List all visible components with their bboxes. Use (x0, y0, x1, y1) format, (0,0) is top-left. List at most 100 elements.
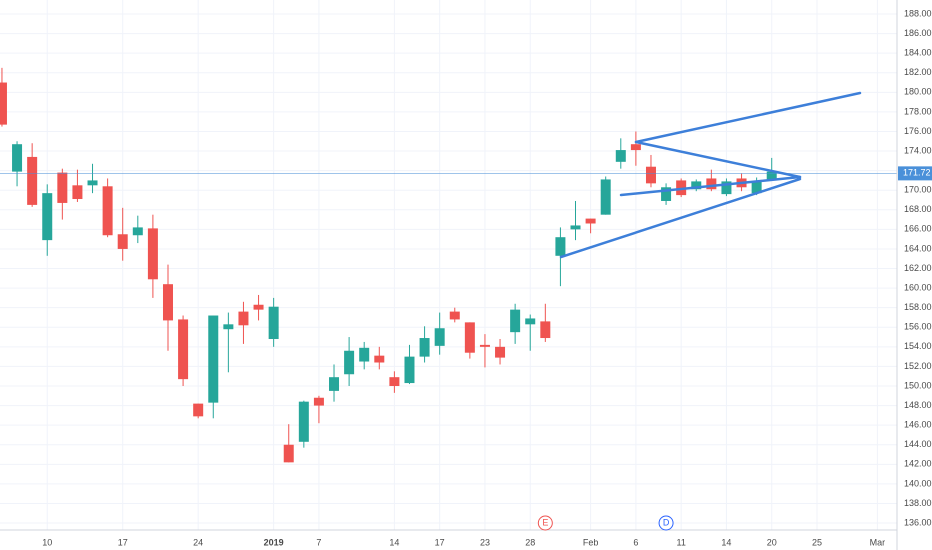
candle-body (419, 338, 430, 357)
candle-body (661, 187, 672, 201)
x-tick-label: 28 (525, 537, 535, 547)
y-tick-label: 188.00 (904, 8, 932, 18)
y-tick-label: 186.00 (904, 28, 932, 38)
trendline (559, 177, 802, 259)
x-tick-label: 17 (435, 537, 445, 547)
candle-body (208, 315, 219, 403)
x-tick-label: 17 (118, 537, 128, 547)
y-tick-label: 156.00 (904, 322, 932, 332)
y-tick-label: 160.00 (904, 282, 932, 292)
candle-body (585, 218, 596, 224)
candle-body (525, 318, 536, 325)
y-tick-label: 168.00 (904, 204, 932, 214)
y-tick-label: 136.00 (904, 517, 932, 527)
y-tick-label: 182.00 (904, 67, 932, 77)
x-tick-label: 7 (316, 537, 321, 547)
candle-body (147, 228, 158, 280)
candle-body (117, 234, 128, 249)
event-marker (658, 515, 674, 531)
candle-body (87, 180, 98, 186)
candle-body (268, 306, 279, 340)
candle-body (540, 321, 551, 339)
x-tick-label: 14 (721, 537, 731, 547)
candle-body (706, 178, 717, 190)
y-tick-label: 146.00 (904, 420, 932, 430)
trendlines (559, 91, 862, 259)
y-tick-label: 148.00 (904, 400, 932, 410)
y-tick-label: 178.00 (904, 106, 932, 116)
trendline (634, 140, 802, 179)
event-label: E (542, 517, 548, 527)
candle-body (751, 181, 762, 194)
trendline (619, 175, 802, 197)
candle-body (479, 344, 490, 347)
last-price-label: 171.72 (903, 168, 931, 178)
candle-body (464, 322, 475, 353)
candle-body (27, 156, 38, 205)
candle-body (313, 397, 324, 406)
axis-labels: 136.00 138.00 140.00 142.00 144.00 146.00 148.… (42, 8, 932, 547)
candle-body (223, 324, 234, 330)
event-marker (537, 515, 553, 531)
candle-body (510, 309, 521, 333)
y-tick-label: 144.00 (904, 439, 932, 449)
x-tick-label: 20 (767, 537, 777, 547)
candle-body (193, 403, 204, 417)
candle-body (72, 185, 83, 200)
candle-body (434, 328, 445, 346)
y-tick-label: 142.00 (904, 459, 932, 469)
candle-body (404, 356, 415, 384)
x-tick-label: 23 (480, 537, 490, 547)
x-tick-label: 24 (193, 537, 203, 547)
y-tick-label: 180.00 (904, 87, 932, 97)
x-tick-label: Mar (870, 537, 886, 547)
x-tick-label: 14 (389, 537, 399, 547)
candle-body (238, 311, 249, 326)
last-price-box (898, 166, 932, 181)
y-tick-label: 170.00 (904, 185, 932, 195)
y-tick-label: 150.00 (904, 380, 932, 390)
y-tick-label: 158.00 (904, 302, 932, 312)
candles (0, 67, 897, 463)
candle-body (389, 377, 400, 386)
x-tick-label: 6 (633, 537, 638, 547)
candle-body (132, 227, 143, 236)
x-tick-label: Feb (583, 537, 599, 547)
y-tick-label: 164.00 (904, 243, 932, 253)
candle-body (42, 193, 53, 241)
candle-body (766, 171, 777, 180)
candle-body (253, 304, 264, 310)
candle-body (630, 144, 641, 151)
candle-body (721, 181, 732, 195)
candle-body (12, 144, 23, 172)
candle-body (283, 444, 294, 463)
x-tick-label: 11 (676, 537, 685, 547)
candle-body (449, 311, 460, 320)
candle-body (600, 179, 611, 215)
candle-body (359, 347, 370, 362)
y-tick-label: 176.00 (904, 126, 932, 136)
y-tick-label: 152.00 (904, 361, 932, 371)
candle-body (495, 346, 506, 358)
candle-body (645, 166, 656, 184)
y-tick-label: 138.00 (904, 498, 932, 508)
candle-body (0, 82, 7, 125)
candle-body (615, 150, 626, 162)
candle-body (374, 355, 385, 363)
candle-body (298, 401, 309, 442)
y-tick-label: 174.00 (904, 145, 932, 155)
x-tick-label: 2019 (264, 537, 284, 547)
candle-body (570, 225, 581, 230)
trendline (634, 91, 862, 144)
candle-body (102, 186, 113, 236)
candle-body (57, 172, 68, 203)
candle-body (329, 377, 340, 391)
candle-body (344, 350, 355, 375)
y-tick-label: 162.00 (904, 263, 932, 273)
x-tick-label: 10 (42, 537, 52, 547)
y-tick-label: 166.00 (904, 224, 932, 234)
y-tick-label: 140.00 (904, 478, 932, 488)
y-tick-label: 154.00 (904, 341, 932, 351)
y-tick-label: 184.00 (904, 48, 932, 58)
